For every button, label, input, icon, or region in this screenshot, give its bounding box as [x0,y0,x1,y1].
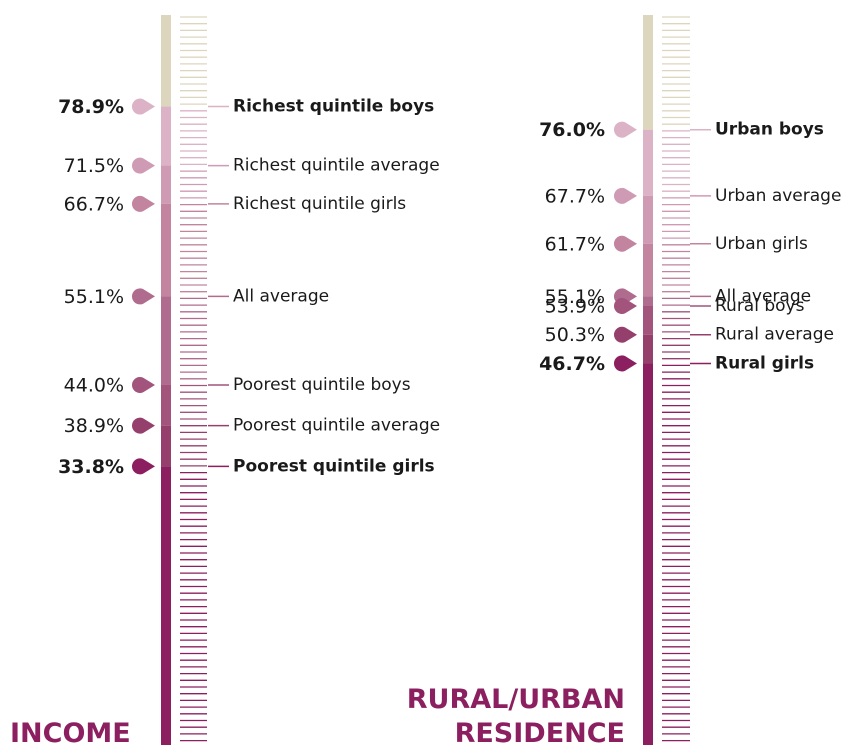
category-label: Urban girls [715,234,808,254]
bar-segment [161,165,171,204]
value-label: 66.7% [64,193,124,215]
marker [613,326,637,343]
bar-segment [643,363,653,745]
category-label: Rural boys [715,296,805,316]
bar-segment [643,129,653,196]
bar-segment [161,203,171,297]
category-label: Poorest quintile boys [233,375,411,395]
value-label: 76.0% [539,119,605,141]
value-label: 55.1% [64,286,124,308]
value-label: 38.9% [64,415,124,437]
bar-segment [161,425,171,467]
marker [613,297,637,314]
value-label: 61.7% [545,233,605,255]
category-label: Richest quintile boys [233,97,434,117]
marker [131,458,155,475]
category-label: Rural girls [715,353,814,373]
chart-title: RESIDENCE [455,718,625,745]
bar-segment [643,195,653,244]
category-label: Poorest quintile average [233,416,440,436]
category-label: Urban average [715,186,841,206]
bar-segment [643,334,653,364]
marker [131,417,155,434]
chart-title: RURAL/URBAN [407,684,625,715]
value-label: 50.3% [545,324,605,346]
bar-segment [643,15,653,130]
marker [131,376,155,393]
value-label: 33.8% [58,456,124,478]
value-label: 44.0% [64,374,124,396]
bar-segment [161,384,171,426]
marker [613,355,637,372]
bar-segment [643,243,653,297]
bar-segment [161,106,171,166]
marker [131,288,155,305]
category-label: Rural average [715,325,834,345]
category-label: Richest quintile girls [233,194,406,214]
bar-segment [161,296,171,385]
bar-segment [161,15,171,107]
marker [131,98,155,115]
category-label: Richest quintile average [233,156,440,176]
value-label: 55.1% [545,286,605,308]
value-label: 67.7% [545,185,605,207]
bar-segment [161,466,171,745]
bar-segment [643,296,653,306]
marker [613,121,637,138]
category-label: All average [715,286,811,306]
value-label: 53.9% [545,295,605,317]
chart-title: INCOME [10,718,131,745]
bar-segment [643,305,653,335]
marker [613,187,637,204]
marker [613,235,637,252]
category-label: All average [233,286,329,306]
value-label: 46.7% [539,353,605,375]
marker [131,157,155,174]
value-label: 78.9% [58,96,124,118]
category-label: Urban boys [715,120,824,140]
category-label: Poorest quintile girls [233,456,435,476]
value-label: 71.5% [64,155,124,177]
marker [131,195,155,212]
